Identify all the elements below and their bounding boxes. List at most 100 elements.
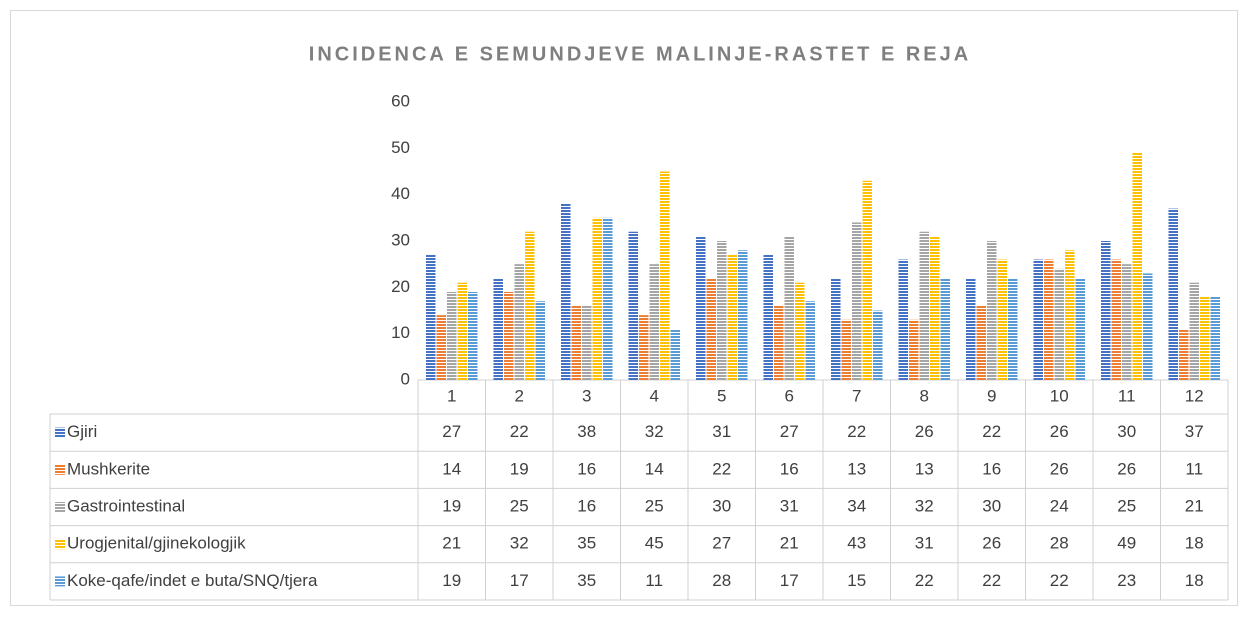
bar [1189, 282, 1199, 380]
bar [1168, 208, 1178, 380]
bar [1008, 278, 1018, 380]
table-value: 19 [442, 496, 461, 515]
table-value: 26 [982, 534, 1001, 553]
legend-label: Gjiri [67, 422, 97, 441]
x-tick-label: 8 [920, 386, 929, 405]
legend-swatch [55, 576, 65, 587]
x-tick-label: 5 [717, 386, 726, 405]
table-value: 30 [712, 496, 731, 515]
x-tick-label: 3 [582, 386, 591, 405]
table-value: 15 [847, 571, 866, 590]
bar [592, 217, 602, 380]
y-tick-label: 60 [391, 91, 410, 110]
bar [670, 329, 680, 380]
bar [436, 315, 446, 380]
bar [738, 250, 748, 380]
table-value: 22 [712, 459, 731, 478]
bar [841, 319, 851, 380]
table-value: 22 [915, 571, 934, 590]
table-value: 28 [1050, 534, 1069, 553]
bar [639, 315, 649, 380]
bar [940, 278, 950, 380]
bar [1122, 264, 1132, 380]
table-value: 13 [847, 459, 866, 478]
bar [468, 291, 478, 380]
table-value: 16 [577, 459, 596, 478]
table-value: 13 [915, 459, 934, 478]
bar [997, 259, 1007, 380]
table-value: 27 [712, 534, 731, 553]
y-tick-label: 50 [391, 138, 410, 157]
bar [852, 222, 862, 380]
bar [571, 305, 581, 380]
table-value: 35 [577, 534, 596, 553]
bar [649, 264, 659, 380]
bar [909, 319, 919, 380]
table-value: 11 [645, 571, 663, 590]
table-value: 22 [1050, 571, 1069, 590]
table-value: 25 [510, 496, 529, 515]
x-tick-label: 2 [515, 386, 524, 405]
bar [561, 203, 571, 380]
table-value: 22 [982, 422, 1001, 441]
y-tick-label: 40 [391, 184, 410, 203]
table-value: 35 [577, 571, 596, 590]
bar [1200, 296, 1210, 380]
table-value: 24 [1050, 496, 1069, 515]
bar [493, 278, 503, 380]
table-value: 16 [577, 496, 596, 515]
table-value: 22 [510, 422, 529, 441]
legend-swatch [55, 464, 65, 475]
bar [919, 231, 929, 380]
bar [1111, 259, 1121, 380]
bar [696, 236, 706, 380]
bar [831, 278, 841, 380]
y-tick-label: 30 [391, 230, 410, 249]
bar [504, 291, 514, 380]
x-tick-label: 1 [447, 386, 456, 405]
table-value: 45 [645, 534, 664, 553]
bar [898, 259, 908, 380]
bar [966, 278, 976, 380]
table-value: 32 [915, 496, 934, 515]
bar [987, 241, 997, 380]
table-value: 19 [442, 571, 461, 590]
bar [1143, 273, 1153, 380]
legend-label: Urogjenital/gjinekologjik [67, 534, 246, 553]
bar [774, 305, 784, 380]
bar [628, 231, 638, 380]
bar [763, 254, 773, 380]
chart-border [10, 10, 1238, 606]
table-value: 26 [1050, 422, 1069, 441]
bar [535, 301, 545, 380]
table-value: 37 [1185, 422, 1204, 441]
table-value: 19 [510, 459, 529, 478]
bar [976, 305, 986, 380]
table-value: 30 [982, 496, 1001, 515]
bar [873, 310, 883, 380]
bar [1054, 268, 1064, 380]
y-tick-label: 20 [391, 277, 410, 296]
bar [717, 241, 727, 380]
table-value: 26 [1050, 459, 1069, 478]
table-value: 25 [1117, 496, 1136, 515]
bar [660, 171, 670, 380]
table-value: 38 [577, 422, 596, 441]
table-value: 26 [1117, 459, 1136, 478]
bar [727, 254, 737, 380]
bar [1075, 278, 1085, 380]
bar [457, 282, 467, 380]
bar [862, 180, 872, 380]
table-value: 21 [780, 534, 799, 553]
bar [426, 254, 436, 380]
bar [514, 264, 524, 380]
table-value: 14 [645, 459, 664, 478]
table-value: 31 [780, 496, 799, 515]
table-value: 25 [645, 496, 664, 515]
table-value: 26 [915, 422, 934, 441]
x-tick-label: 6 [785, 386, 794, 405]
bar [582, 305, 592, 380]
table-value: 43 [847, 534, 866, 553]
bar [525, 231, 535, 380]
bar [795, 282, 805, 380]
